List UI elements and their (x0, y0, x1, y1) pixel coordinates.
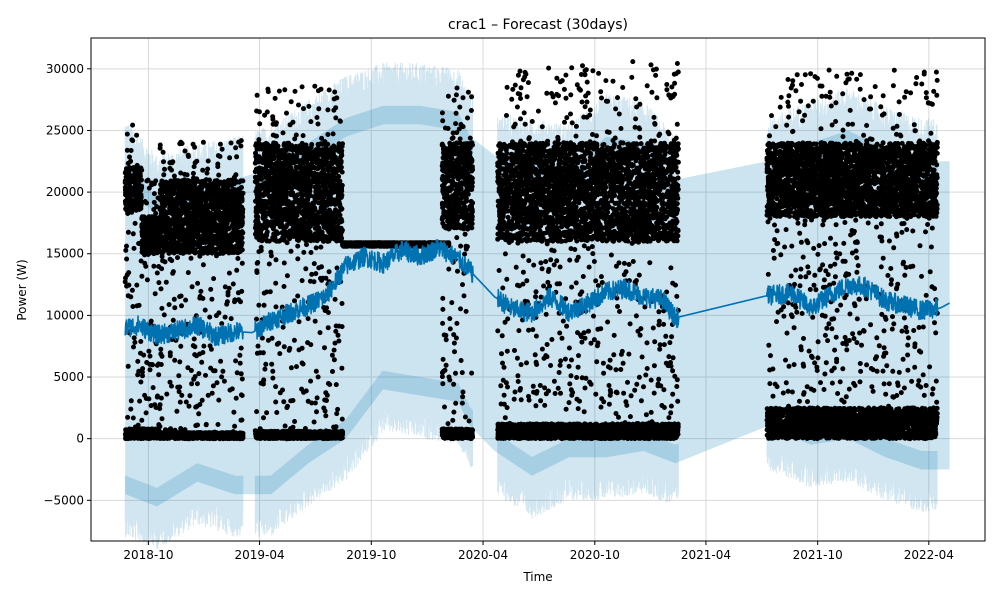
x-tick-label: 2018-10 (123, 548, 173, 562)
y-axis-title: Power (W) (15, 259, 29, 320)
observation-dots (122, 59, 940, 442)
x-tick-label: 2021-04 (681, 548, 731, 562)
plot-frame (90, 37, 986, 542)
y-tick-label: 10000 (46, 308, 84, 322)
x-tick-label: 2021-10 (793, 548, 843, 562)
x-tick-label: 2019-04 (234, 548, 284, 562)
plot-area (90, 37, 986, 550)
y-tick-label: 25000 (46, 123, 84, 137)
y-tick-label: −5000 (43, 493, 84, 507)
y-tick-label: 20000 (46, 185, 84, 199)
x-tick-label: 2019-10 (346, 548, 396, 562)
y-tick-label: 15000 (46, 247, 84, 261)
y-axis: −5000 0 5000 10000 15000 20000 25000 30000 (43, 62, 91, 507)
x-tick-label: 2020-04 (458, 548, 508, 562)
forecast-mean-line (124, 239, 951, 347)
x-axis: 2018-10 2019-04 2019-10 2020-04 2020-10 2021-… (123, 541, 954, 562)
x-axis-title: Time (522, 570, 552, 584)
x-tick-label: 2022-04 (904, 548, 954, 562)
observation-points (122, 59, 940, 442)
y-tick-label: 0 (76, 432, 84, 446)
y-tick-label: 5000 (53, 370, 84, 384)
forecast-line (124, 239, 951, 347)
x-tick-label: 2020-10 (570, 548, 620, 562)
chart-title: crac1 – Forecast (30days) (448, 17, 628, 33)
y-tick-label: 30000 (46, 62, 84, 76)
